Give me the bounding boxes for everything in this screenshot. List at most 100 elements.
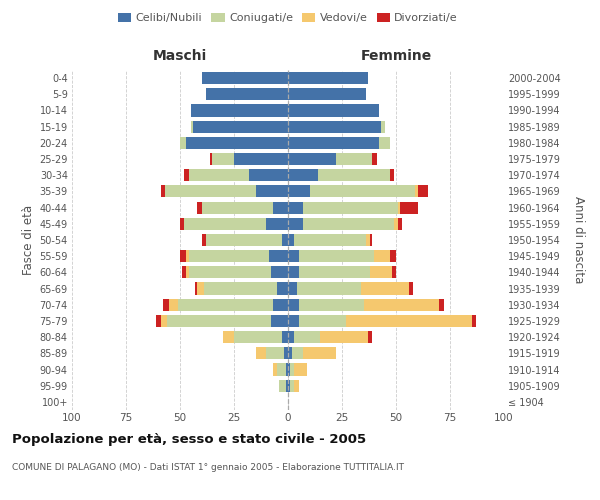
Bar xyxy=(202,72,288,84)
Bar xyxy=(204,282,277,294)
Bar xyxy=(346,315,472,327)
Bar xyxy=(288,298,299,311)
Bar xyxy=(288,250,299,262)
Bar xyxy=(286,380,288,392)
Bar xyxy=(288,331,295,343)
Bar xyxy=(299,298,364,311)
Bar xyxy=(165,186,256,198)
Bar xyxy=(288,88,366,101)
Bar xyxy=(256,186,288,198)
Bar xyxy=(288,104,379,117)
Y-axis label: Fasce di età: Fasce di età xyxy=(22,205,35,275)
Bar xyxy=(188,169,249,181)
Bar xyxy=(292,348,303,360)
Bar xyxy=(370,266,392,278)
Bar xyxy=(288,186,310,198)
Bar xyxy=(271,315,288,327)
Bar xyxy=(212,153,234,165)
Bar xyxy=(381,120,385,132)
Bar xyxy=(197,202,202,213)
Bar xyxy=(191,120,193,132)
Bar xyxy=(206,88,288,101)
Bar xyxy=(187,137,288,149)
Bar xyxy=(187,266,188,278)
Bar xyxy=(310,186,415,198)
Bar xyxy=(361,282,409,294)
Bar xyxy=(389,169,394,181)
Bar xyxy=(366,234,370,246)
Bar xyxy=(295,380,299,392)
Bar xyxy=(286,364,288,376)
Bar xyxy=(193,120,288,132)
Bar xyxy=(374,250,389,262)
Bar xyxy=(415,186,418,198)
Bar xyxy=(295,364,307,376)
Bar xyxy=(163,298,169,311)
Bar xyxy=(299,250,374,262)
Bar xyxy=(335,153,372,165)
Bar xyxy=(288,266,299,278)
Bar xyxy=(295,234,366,246)
Bar xyxy=(288,120,381,132)
Bar xyxy=(169,298,178,311)
Bar xyxy=(288,315,299,327)
Bar xyxy=(439,298,443,311)
Bar xyxy=(188,250,269,262)
Bar xyxy=(184,169,188,181)
Bar xyxy=(202,234,206,246)
Y-axis label: Anni di nascita: Anni di nascita xyxy=(572,196,585,284)
Bar xyxy=(303,218,394,230)
Bar xyxy=(180,250,187,262)
Bar xyxy=(288,234,295,246)
Bar xyxy=(370,234,372,246)
Bar xyxy=(249,169,288,181)
Bar xyxy=(400,202,418,213)
Bar xyxy=(273,202,288,213)
Bar xyxy=(318,169,389,181)
Bar xyxy=(195,282,197,294)
Bar xyxy=(161,186,165,198)
Bar xyxy=(206,234,281,246)
Bar xyxy=(273,364,277,376)
Bar xyxy=(280,380,286,392)
Bar xyxy=(392,266,396,278)
Bar xyxy=(288,202,303,213)
Bar xyxy=(178,298,273,311)
Bar xyxy=(418,186,428,198)
Bar xyxy=(284,348,288,360)
Bar xyxy=(191,104,288,117)
Bar xyxy=(288,282,296,294)
Bar xyxy=(281,331,288,343)
Bar xyxy=(180,218,184,230)
Bar xyxy=(288,153,335,165)
Bar xyxy=(188,266,271,278)
Bar xyxy=(288,72,368,84)
Bar xyxy=(288,348,292,360)
Bar xyxy=(320,331,368,343)
Bar xyxy=(372,153,377,165)
Bar xyxy=(271,266,288,278)
Bar xyxy=(295,331,320,343)
Bar xyxy=(269,250,288,262)
Bar xyxy=(290,364,295,376)
Bar xyxy=(288,364,290,376)
Bar xyxy=(210,153,212,165)
Bar xyxy=(167,315,271,327)
Bar xyxy=(234,331,281,343)
Bar xyxy=(398,202,400,213)
Bar xyxy=(266,218,288,230)
Bar xyxy=(223,331,234,343)
Bar xyxy=(288,218,303,230)
Legend: Celibi/Nubili, Coniugati/e, Vedovi/e, Divorziati/e: Celibi/Nubili, Coniugati/e, Vedovi/e, Di… xyxy=(113,8,463,28)
Text: Maschi: Maschi xyxy=(153,48,207,62)
Bar xyxy=(394,218,398,230)
Bar xyxy=(202,202,273,213)
Bar xyxy=(184,218,266,230)
Bar xyxy=(303,348,335,360)
Bar xyxy=(277,364,286,376)
Bar xyxy=(156,315,161,327)
Bar xyxy=(288,169,318,181)
Text: Popolazione per età, sesso e stato civile - 2005: Popolazione per età, sesso e stato civil… xyxy=(12,432,366,446)
Bar xyxy=(277,282,288,294)
Bar xyxy=(288,137,379,149)
